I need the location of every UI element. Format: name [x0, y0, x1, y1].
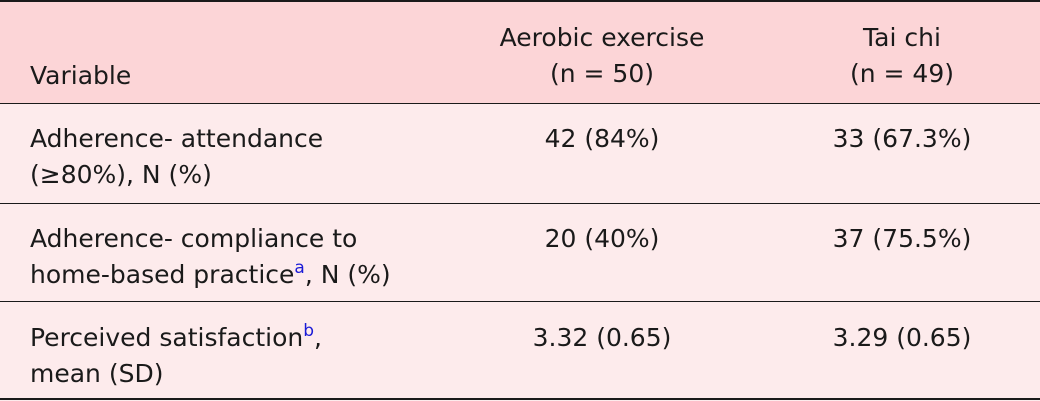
row-compliance-line-1: Adherence- compliance to [30, 224, 358, 253]
header-divider [0, 103, 1040, 104]
row-satisfaction-line-2: mean (SD) [30, 359, 164, 388]
table-header-background [0, 2, 1040, 103]
header-aerobic-n: (n = 50) [549, 59, 654, 88]
row-compliance-taichi: 37 (75.5%) [832, 224, 972, 253]
row-satisfaction-variable: Perceived satisfactionb, mean (SD) [30, 320, 322, 392]
footnote-b-marker: b [303, 321, 315, 341]
row-attendance-variable: Adherence- attendance (≥80%), N (%) [30, 121, 323, 193]
table-top-rule [0, 0, 1040, 2]
row-attendance-aerobic: 42 (84%) [544, 124, 660, 153]
row-attendance-line-1: Adherence- attendance [30, 124, 324, 153]
header-taichi-label: Tai chi [863, 23, 941, 52]
footnote-a-marker: a [294, 258, 305, 278]
row-attendance-taichi: 33 (67.3%) [832, 124, 972, 153]
header-aerobic-exercise: Aerobic exercise (n = 50) [452, 20, 752, 92]
row-satisfaction-line-1: Perceived satisfaction [30, 323, 304, 352]
row-divider-1 [0, 203, 1040, 204]
row-compliance-aerobic: 20 (40%) [544, 224, 660, 253]
row-satisfaction-suffix: , [314, 323, 322, 352]
row-compliance-variable: Adherence- compliance to home-based prac… [30, 221, 391, 293]
row-compliance-line-2: home-based practice [30, 260, 295, 289]
row-compliance-suffix: , N (%) [304, 260, 391, 289]
table-bottom-rule [0, 398, 1040, 400]
header-aerobic-label: Aerobic exercise [499, 23, 705, 52]
row-satisfaction-aerobic: 3.32 (0.65) [532, 323, 672, 352]
header-taichi-n: (n = 49) [849, 59, 954, 88]
header-variable: Variable [30, 61, 132, 90]
row-compliance-line-2-wrap: home-based practicea, N (%) [30, 257, 391, 293]
row-divider-2 [0, 301, 1040, 302]
row-attendance-line-2: (≥80%), N (%) [30, 160, 212, 189]
row-satisfaction-taichi: 3.29 (0.65) [832, 323, 972, 352]
header-tai-chi: Tai chi (n = 49) [752, 20, 1040, 92]
row-satisfaction-line-1-wrap: Perceived satisfactionb, [30, 320, 322, 356]
